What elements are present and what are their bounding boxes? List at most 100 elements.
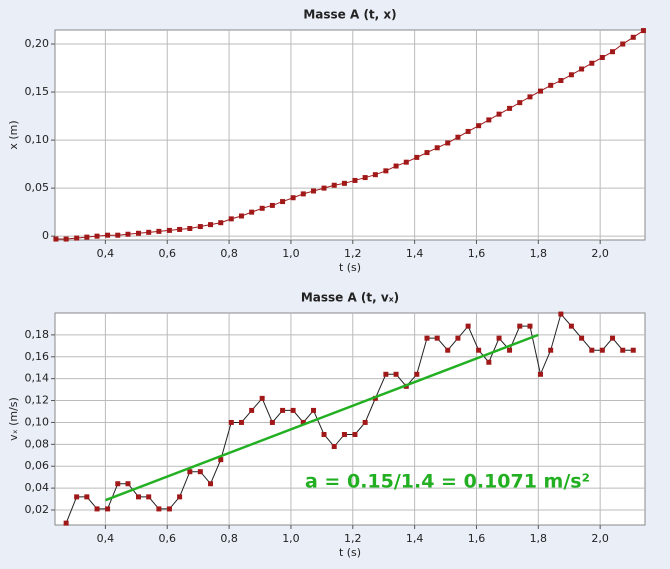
data-point [115, 232, 121, 238]
plot-area [54, 312, 646, 526]
data-point [321, 185, 327, 191]
data-point [300, 419, 306, 425]
data-point [228, 419, 234, 425]
data-point [548, 347, 554, 353]
y-tick-label: 0,20 [25, 37, 50, 50]
data-point [341, 180, 347, 186]
x-tick-label: 0,6 [158, 532, 176, 545]
data-point [465, 323, 471, 329]
data-point [177, 494, 183, 500]
x-tick-label: 1,4 [406, 247, 424, 260]
data-point [476, 123, 482, 129]
y-axis-label: x (m) [7, 120, 20, 149]
data-point [434, 335, 440, 341]
x-tick-label: 2,0 [591, 247, 609, 260]
data-point [620, 347, 626, 353]
data-point [63, 236, 69, 242]
x-tick-label: 1,2 [344, 532, 362, 545]
data-point [53, 236, 59, 242]
data-point [589, 347, 595, 353]
data-point [630, 34, 636, 40]
x-tick-label: 0,8 [220, 247, 238, 260]
data-point [517, 323, 523, 329]
y-tick-label: 0,05 [25, 181, 50, 194]
data-point [74, 494, 80, 500]
data-point [63, 520, 69, 526]
data-point [197, 469, 203, 475]
x-tick-label: 1,4 [406, 532, 424, 545]
data-line [55, 30, 644, 240]
data-point [579, 335, 585, 341]
y-tick-label: 0,16 [25, 350, 50, 363]
data-point [486, 117, 492, 123]
data-point [269, 419, 275, 425]
data-point [105, 232, 111, 238]
data-point [630, 347, 636, 353]
data-point [527, 323, 533, 329]
x-tick-label: 0,8 [220, 532, 238, 545]
data-point [156, 228, 162, 234]
data-point [156, 506, 162, 512]
data-point [290, 407, 296, 413]
y-tick-label: 0,04 [25, 481, 50, 494]
data-point [125, 481, 131, 487]
data-point [476, 347, 482, 353]
data-point [496, 335, 502, 341]
data-point [558, 311, 564, 317]
x-tick-label: 1,0 [282, 532, 300, 545]
x-tick-label: 2,0 [591, 532, 609, 545]
data-point [362, 175, 368, 181]
data-point [610, 49, 616, 55]
data-point [362, 419, 368, 425]
data-point [393, 163, 399, 169]
data-point [568, 72, 574, 78]
x-tick-label: 0,6 [158, 247, 176, 260]
plot-area [54, 29, 646, 241]
x-tick-label: 1,6 [468, 247, 486, 260]
data-point [507, 347, 513, 353]
data-point [445, 347, 451, 353]
y-tick-label: 0,06 [25, 459, 50, 472]
data-point [311, 407, 317, 413]
data-point [105, 506, 111, 512]
data-point [146, 494, 152, 500]
data-point [424, 150, 430, 156]
data-point [187, 225, 193, 231]
data-point [84, 494, 90, 500]
data-point [290, 195, 296, 201]
data-point [517, 100, 523, 106]
data-point [135, 230, 141, 236]
data-point [177, 226, 183, 232]
data-point [146, 229, 152, 235]
y-tick-label: 0,12 [25, 394, 50, 407]
chart-title: Masse A (t, x) [303, 8, 396, 22]
data-point [383, 168, 389, 174]
data-point [352, 431, 358, 437]
y-tick-label: 0,14 [25, 372, 50, 385]
data-point [589, 60, 595, 66]
data-point [125, 231, 131, 237]
y-tick-label: 0,15 [25, 85, 50, 98]
x-tick-label: 1,6 [468, 532, 486, 545]
data-point [84, 234, 90, 240]
data-point [610, 335, 616, 341]
data-point [527, 94, 533, 100]
x-tick-label: 1,8 [530, 247, 548, 260]
data-point [537, 88, 543, 94]
data-point [94, 233, 100, 239]
data-point [455, 335, 461, 341]
data-point [393, 371, 399, 377]
data-point [507, 105, 513, 111]
x-tick-label: 1,2 [344, 247, 362, 260]
data-point [269, 202, 275, 208]
data-point [579, 66, 585, 72]
y-tick-label: 0,02 [25, 503, 50, 516]
data-point [620, 41, 626, 47]
data-point [640, 28, 646, 34]
data-point [218, 457, 224, 463]
data-point [455, 134, 461, 140]
y-tick-label: 0 [42, 229, 49, 242]
data-point [568, 323, 574, 329]
data-point [331, 444, 337, 450]
data-point [249, 407, 255, 413]
